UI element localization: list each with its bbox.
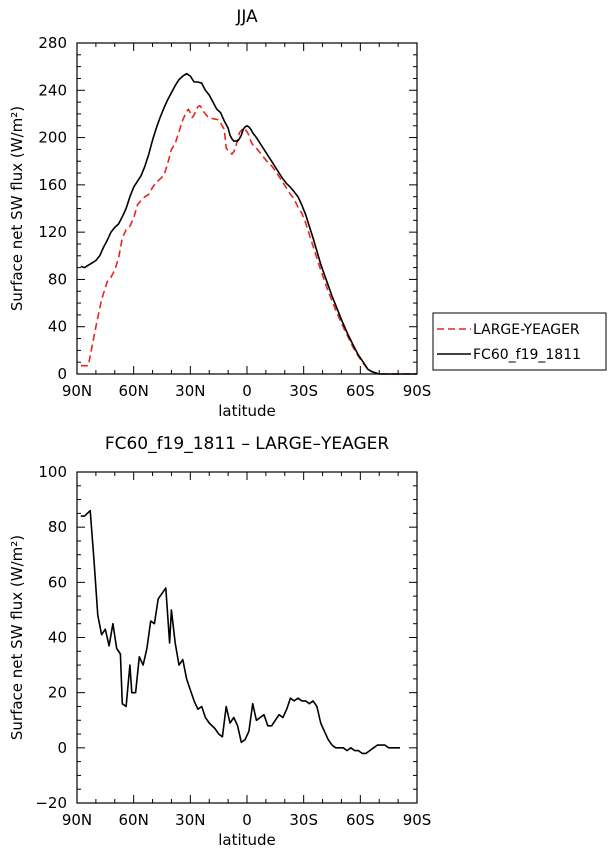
y-tick-label: 120	[38, 223, 67, 241]
y-tick-label: 60	[48, 573, 67, 591]
x-tick-label: 30N	[175, 382, 205, 400]
x-tick-label: 60S	[346, 382, 375, 400]
y-axis-label: Surface net SW flux (W/m²)	[8, 535, 26, 740]
y-tick-label: 200	[38, 129, 67, 147]
series-line-1	[80, 509, 400, 755]
x-tick-label: 90S	[403, 382, 432, 400]
x-tick-label: 90S	[403, 811, 432, 829]
plot-frame	[76, 42, 418, 375]
series-line-2	[80, 72, 417, 375]
chart-title: FC60_f19_1811 – LARGE–YEAGER	[105, 434, 390, 454]
x-tick-label: 60N	[119, 382, 149, 400]
y-tick-label: 80	[48, 518, 67, 536]
y-tick-label: 20	[48, 684, 67, 702]
y-tick-label: −20	[35, 794, 67, 812]
x-axis-label: latitude	[218, 402, 276, 420]
legend: LARGE-YEAGER FC60_f19_1811	[432, 312, 607, 371]
y-tick-label: 0	[57, 739, 67, 757]
x-tick-label: 30S	[289, 382, 318, 400]
series-line-1	[80, 104, 417, 375]
y-tick-label: 40	[48, 318, 67, 336]
x-tick-label: 30S	[289, 811, 318, 829]
chart-title: JJA	[235, 7, 258, 27]
x-tick-label: 60S	[346, 811, 375, 829]
y-tick-label: 100	[38, 463, 67, 481]
x-axis-label: latitude	[218, 831, 276, 849]
x-tick-label: 90N	[62, 811, 92, 829]
x-tick-label: 90N	[62, 382, 92, 400]
y-tick-label: 40	[48, 629, 67, 647]
y-tick-label: 280	[38, 34, 67, 52]
x-tick-label: 30N	[175, 811, 205, 829]
legend-box	[432, 312, 607, 371]
y-tick-label: 80	[48, 270, 67, 288]
chart-panel-1: JJA 90N 60N 30N 0 30S 60S 90S 0 40 80 120 160 200 240 2…	[8, 7, 607, 420]
y-tick-label: 0	[57, 365, 67, 383]
legend-entry-1: LARGE-YEAGER	[473, 322, 580, 338]
y-axis-label: Surface net SW flux (W/m²)	[8, 106, 26, 311]
x-tick-label: 0	[242, 811, 252, 829]
chart-panel-2: FC60_f19_1811 – LARGE–YEAGER 90N 60N 30N 0 30…	[8, 434, 431, 849]
y-tick-label: 160	[38, 176, 67, 194]
legend-entry-2: FC60_f19_1811	[473, 347, 581, 363]
y-tick-label: 240	[38, 81, 67, 99]
x-tick-label: 0	[242, 382, 252, 400]
x-tick-label: 60N	[119, 811, 149, 829]
